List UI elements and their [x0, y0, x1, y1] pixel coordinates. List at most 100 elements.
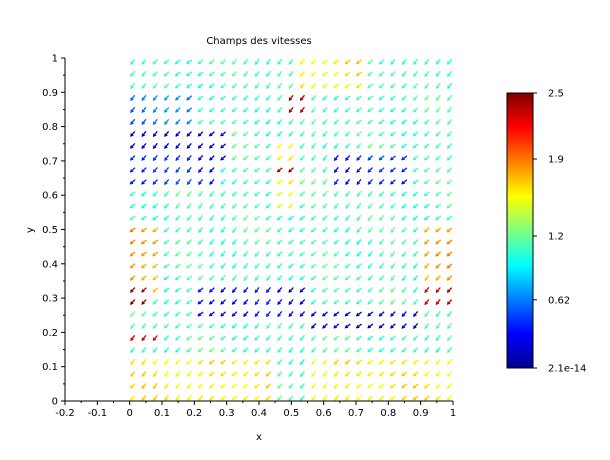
vector-arrow [423, 215, 430, 221]
vector-arrow [163, 323, 170, 329]
vector-arrow [333, 71, 340, 77]
vector-arrow [322, 371, 328, 378]
vector-arrow [367, 371, 374, 377]
vector-arrow [322, 166, 328, 173]
vector-arrow [198, 202, 204, 209]
vector-arrow [209, 143, 215, 149]
vector-arrow [243, 335, 249, 341]
vector-arrow [367, 107, 374, 113]
vector-arrow [345, 178, 351, 185]
vector-arrow [435, 191, 442, 197]
vector-arrow [174, 299, 181, 305]
vector-arrow [424, 106, 430, 113]
vector-arrow [367, 83, 374, 89]
vector-arrow [243, 239, 249, 245]
vector-arrow [129, 287, 136, 293]
vector-arrow [197, 83, 204, 89]
vector-arrow [322, 178, 328, 185]
vector-arrow [435, 239, 442, 245]
vector-arrow [197, 359, 204, 365]
vector-arrow [197, 119, 204, 125]
vector-arrow [141, 179, 147, 185]
vector-arrow [378, 191, 385, 197]
vector-arrow [378, 119, 385, 125]
vector-arrow [164, 130, 170, 137]
vector-arrow [367, 59, 374, 65]
vector-arrow [129, 179, 136, 185]
vector-arrow [288, 322, 294, 329]
vector-arrow [288, 346, 294, 354]
vector-arrow [333, 130, 339, 137]
vector-arrow [152, 251, 159, 257]
vector-arrow [424, 335, 430, 341]
vector-arrow [277, 287, 283, 293]
vector-arrow [401, 299, 407, 305]
vector-arrow [345, 190, 351, 197]
vector-arrow [367, 395, 374, 401]
vector-arrow [243, 83, 249, 89]
vector-arrow [220, 71, 227, 77]
vector-arrow [220, 287, 226, 293]
vector-arrow [412, 335, 419, 341]
vector-arrow [322, 347, 328, 353]
vector-arrow [355, 335, 362, 341]
vector-arrow [288, 203, 295, 209]
vector-arrow [299, 179, 306, 185]
vector-arrow [141, 82, 147, 89]
vector-arrow [378, 155, 385, 161]
vector-arrow [311, 83, 317, 89]
vector-arrow [423, 395, 430, 401]
vector-arrow [186, 299, 193, 305]
vector-arrow [310, 239, 317, 245]
vector-arrow [367, 202, 373, 209]
vector-arrow [378, 131, 385, 137]
vector-arrow [412, 383, 419, 389]
vector-arrow [446, 70, 453, 77]
vector-arrow [447, 94, 453, 101]
vector-arrow [401, 70, 407, 77]
vector-arrow [446, 143, 453, 149]
vector-arrow [435, 347, 441, 353]
vector-arrow [265, 155, 272, 161]
vector-arrow [254, 383, 261, 389]
vector-arrow [141, 299, 147, 305]
vector-arrow [345, 143, 351, 149]
vector-arrow [333, 142, 339, 149]
vector-arrow [378, 287, 385, 293]
x-tick-label: 0.8 [380, 408, 396, 419]
vector-arrow [412, 191, 419, 197]
vector-arrow [242, 143, 249, 149]
vector-arrow [345, 154, 351, 161]
vector-arrow [367, 347, 374, 353]
vector-arrow [344, 299, 351, 305]
vector-arrow [265, 227, 272, 233]
vector-arrow [141, 263, 147, 269]
vector-arrow [424, 143, 430, 149]
vector-arrow [333, 383, 339, 389]
vector-arrow [265, 82, 271, 89]
vector-arrow [401, 274, 407, 282]
vector-arrow [163, 71, 170, 77]
vector-arrow [322, 118, 328, 125]
vector-arrow [288, 82, 294, 89]
vector-arrow [423, 155, 430, 161]
vector-arrow [277, 335, 283, 342]
vector-arrow [175, 95, 181, 101]
vector-arrow [175, 227, 181, 233]
vector-arrow [424, 263, 430, 269]
vector-arrow [186, 323, 193, 329]
vector-arrow [435, 310, 441, 317]
vector-arrow [265, 335, 272, 341]
vector-arrow [413, 263, 419, 269]
vector-arrow [446, 215, 453, 221]
x-tick-label: 0.5 [283, 408, 299, 419]
vector-arrow [367, 143, 374, 149]
vector-arrow [220, 191, 226, 197]
vector-arrow [209, 179, 215, 185]
vector-arrow [435, 215, 442, 221]
vector-arrow [311, 166, 317, 173]
vector-arrow [152, 227, 159, 233]
vector-arrow [299, 142, 305, 149]
vector-arrow [378, 179, 385, 185]
vector-arrow [288, 143, 294, 149]
